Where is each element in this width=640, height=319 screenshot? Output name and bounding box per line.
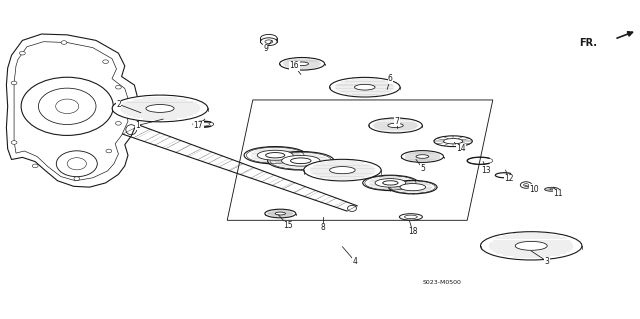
Text: 3: 3 bbox=[545, 257, 550, 266]
Ellipse shape bbox=[330, 78, 400, 97]
Text: 4: 4 bbox=[353, 257, 358, 266]
Text: 6: 6 bbox=[388, 74, 393, 83]
Ellipse shape bbox=[275, 212, 285, 215]
Ellipse shape bbox=[401, 151, 444, 162]
Ellipse shape bbox=[291, 158, 311, 164]
Ellipse shape bbox=[388, 123, 403, 128]
Text: 15: 15 bbox=[283, 221, 293, 230]
Ellipse shape bbox=[280, 57, 324, 70]
Ellipse shape bbox=[106, 149, 112, 153]
Ellipse shape bbox=[369, 118, 422, 133]
Text: FR.: FR. bbox=[579, 38, 597, 48]
Ellipse shape bbox=[74, 177, 79, 181]
Ellipse shape bbox=[404, 215, 417, 219]
Text: 18: 18 bbox=[408, 227, 417, 236]
Ellipse shape bbox=[399, 214, 422, 220]
Ellipse shape bbox=[112, 95, 208, 122]
Text: 1: 1 bbox=[135, 121, 140, 130]
Ellipse shape bbox=[102, 60, 108, 63]
Ellipse shape bbox=[11, 81, 17, 85]
Ellipse shape bbox=[260, 34, 277, 42]
Ellipse shape bbox=[296, 62, 308, 66]
Ellipse shape bbox=[146, 105, 174, 112]
Text: 11: 11 bbox=[554, 189, 563, 198]
Ellipse shape bbox=[363, 175, 418, 191]
Ellipse shape bbox=[265, 209, 296, 218]
Text: 13: 13 bbox=[481, 166, 492, 174]
Ellipse shape bbox=[19, 51, 26, 55]
Ellipse shape bbox=[115, 85, 122, 89]
Ellipse shape bbox=[515, 241, 547, 250]
Ellipse shape bbox=[520, 182, 532, 188]
Ellipse shape bbox=[11, 141, 17, 144]
Text: 14: 14 bbox=[456, 145, 466, 153]
Text: 16: 16 bbox=[289, 62, 300, 70]
Ellipse shape bbox=[266, 152, 285, 158]
Text: 2: 2 bbox=[116, 100, 121, 109]
Ellipse shape bbox=[282, 155, 320, 166]
Text: 7: 7 bbox=[394, 117, 399, 126]
Ellipse shape bbox=[355, 84, 375, 90]
Ellipse shape bbox=[61, 41, 67, 44]
Ellipse shape bbox=[244, 146, 307, 164]
Text: 12: 12 bbox=[504, 174, 513, 183]
Ellipse shape bbox=[524, 183, 529, 187]
Ellipse shape bbox=[416, 155, 429, 158]
Ellipse shape bbox=[545, 187, 559, 191]
Ellipse shape bbox=[330, 167, 355, 174]
Ellipse shape bbox=[444, 138, 463, 144]
Text: 9: 9 bbox=[263, 44, 268, 53]
Ellipse shape bbox=[383, 181, 398, 185]
Ellipse shape bbox=[268, 152, 334, 170]
Ellipse shape bbox=[550, 189, 554, 190]
Ellipse shape bbox=[481, 232, 582, 260]
Ellipse shape bbox=[257, 150, 293, 160]
Ellipse shape bbox=[32, 164, 38, 168]
Ellipse shape bbox=[260, 38, 277, 46]
Text: 5: 5 bbox=[420, 164, 425, 173]
Ellipse shape bbox=[265, 40, 273, 43]
Text: 10: 10 bbox=[529, 185, 540, 194]
Ellipse shape bbox=[400, 183, 426, 191]
Text: S023-M0500: S023-M0500 bbox=[422, 280, 461, 286]
Ellipse shape bbox=[303, 159, 381, 181]
Ellipse shape bbox=[375, 179, 406, 187]
Ellipse shape bbox=[388, 180, 437, 194]
Ellipse shape bbox=[434, 136, 472, 146]
Text: 17: 17 bbox=[193, 121, 204, 130]
Ellipse shape bbox=[115, 122, 122, 125]
Text: 8: 8 bbox=[321, 223, 326, 232]
